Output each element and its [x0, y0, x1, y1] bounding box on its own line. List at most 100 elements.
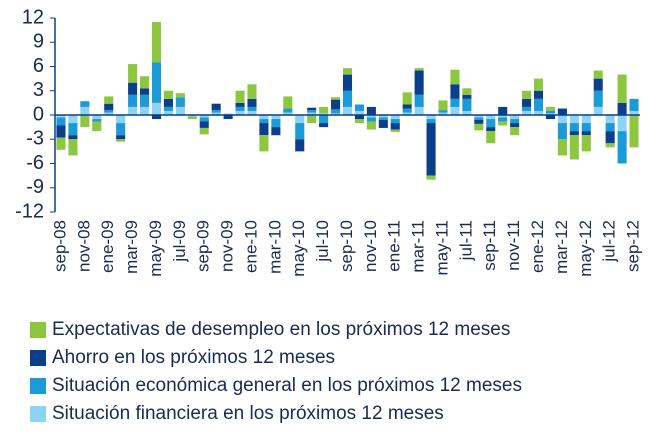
y-tick-label: 12	[22, 6, 44, 28]
bar-segment	[68, 139, 78, 156]
bar-segment	[259, 123, 269, 136]
bar-segment	[342, 90, 353, 107]
bar-segment	[486, 127, 496, 132]
bar-segment	[307, 112, 317, 115]
bar-segment	[319, 106, 329, 114]
x-tick-label: sep-10	[337, 220, 356, 272]
x-tick-label: nov-09	[218, 220, 237, 272]
bar-segment	[187, 116, 197, 120]
bar-segment	[104, 103, 114, 111]
x-tick-label: mar-09	[122, 220, 141, 274]
x-tick-label: jul-10	[313, 220, 332, 263]
bar-segment	[605, 131, 615, 144]
bar-segment	[319, 113, 329, 115]
bar-segment	[235, 102, 245, 107]
y-tick-label: 3	[33, 79, 44, 101]
bar-segment	[438, 112, 448, 115]
bar-segment	[307, 107, 317, 111]
bar-segment	[462, 110, 472, 115]
bar-segment	[593, 70, 603, 79]
bar-segment	[271, 127, 281, 136]
y-tick-label: -9	[26, 176, 44, 198]
bar-segment	[545, 113, 555, 115]
x-tick-label: sep-09	[194, 220, 213, 272]
x-tick-label: may-09	[146, 220, 165, 277]
bar-segment	[128, 64, 138, 83]
x-tick-label: mar-12	[552, 220, 571, 274]
x-tick-label: ene-12	[528, 220, 547, 273]
bar-segment	[151, 62, 162, 103]
bar-segment	[474, 123, 484, 131]
bar-segment	[104, 96, 114, 104]
y-tick-label: -6	[26, 152, 44, 174]
x-tick-label: nov-08	[74, 220, 93, 272]
bar-segment	[175, 106, 185, 115]
bar-segment	[593, 106, 603, 115]
legend-marker	[30, 406, 46, 422]
bar-segment	[402, 108, 412, 113]
bar-segment	[271, 115, 281, 120]
bar-segment	[271, 119, 281, 128]
bar-segment	[342, 74, 353, 91]
bar-segment	[450, 106, 460, 115]
bar-segment	[605, 143, 615, 148]
bar-segment	[68, 135, 78, 140]
y-tick-label: 0	[33, 103, 44, 125]
x-tick-label: mar-10	[265, 220, 284, 274]
bar-segment	[163, 90, 173, 99]
legend-label: Situación económica general en los próxi…	[52, 375, 522, 396]
bar-segment	[56, 125, 66, 138]
bar-segment	[402, 104, 412, 109]
bar-segment	[354, 110, 364, 115]
bar-segment	[116, 115, 126, 124]
bar-segment	[498, 115, 508, 118]
bar-segment	[187, 115, 197, 117]
bar-segment	[581, 135, 591, 152]
bar-segment	[522, 106, 532, 111]
x-tick-label: sep-11	[480, 220, 499, 271]
bar-segment	[462, 98, 472, 111]
bar-segment	[235, 110, 245, 115]
bar-segment	[116, 139, 126, 142]
x-tick-label: nov-11	[504, 220, 523, 271]
bar-segment	[605, 123, 615, 132]
bar-segment	[569, 115, 579, 124]
bar-segment	[593, 90, 603, 107]
bar-segment	[140, 76, 150, 89]
bar-segment	[104, 112, 114, 115]
bar-segment	[295, 139, 305, 152]
bar-segment	[450, 69, 460, 85]
bar-segment	[474, 119, 484, 124]
bar-segment	[223, 115, 233, 120]
bar-segment	[593, 78, 603, 91]
bar-segment	[414, 94, 424, 107]
bar-segment	[199, 115, 209, 118]
bar-segment	[569, 135, 579, 160]
bar-segment	[247, 106, 257, 111]
bar-segment	[354, 119, 364, 124]
bar-segment	[438, 110, 448, 113]
bar-segment	[247, 110, 257, 115]
bar-segment	[128, 94, 138, 107]
y-tick-label: 9	[33, 31, 44, 53]
bar-segment	[378, 115, 388, 118]
legend-marker	[30, 378, 46, 394]
bar-segment	[402, 92, 412, 105]
bar-segment	[354, 115, 364, 120]
bar-segment	[569, 131, 579, 136]
bar-segment	[140, 94, 150, 107]
bar-segment	[199, 127, 209, 135]
bar-segment	[438, 100, 448, 111]
bar-segment	[199, 117, 209, 122]
bar-segment	[283, 108, 293, 113]
y-tick-label: 6	[33, 55, 44, 77]
bar-segment	[498, 106, 508, 115]
bar-segment	[522, 110, 532, 115]
bar-segment	[366, 106, 376, 115]
bar-segment	[163, 98, 173, 107]
bar-segment	[56, 115, 66, 118]
bar-segment	[414, 68, 424, 71]
bar-segment	[92, 119, 102, 122]
legend-label: Ahorro en los próximos 12 meses	[52, 347, 335, 368]
x-tick-label: ene-09	[98, 220, 117, 273]
